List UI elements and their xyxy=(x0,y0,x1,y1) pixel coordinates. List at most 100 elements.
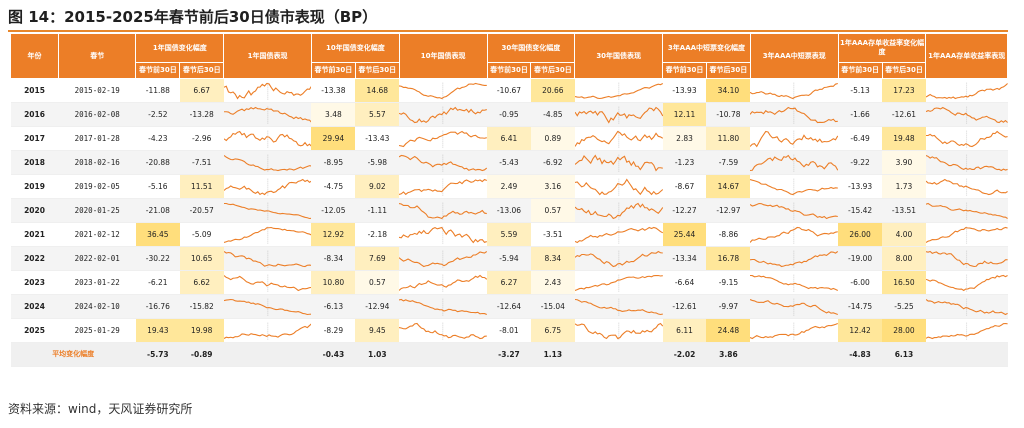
chart-group-header: 3年AAA中短票表现 xyxy=(749,33,839,79)
sparkline-cell xyxy=(750,102,839,127)
yield-sparkline xyxy=(926,130,1008,148)
after-change-cell: 16.50 xyxy=(882,270,926,295)
sparkline-cell xyxy=(223,294,312,319)
after-change-cell: 0.89 xyxy=(530,126,575,151)
before-change-cell: -5.13 xyxy=(838,78,883,103)
before-change-cell: -8.34 xyxy=(311,246,356,271)
sparkline-cell xyxy=(574,174,663,199)
after-change-cell: 24.48 xyxy=(706,318,751,343)
yield-sparkline xyxy=(575,202,663,220)
sparkline-cell xyxy=(750,126,839,151)
festival-date-cell: 2020-01-25 xyxy=(58,198,136,223)
yield-line xyxy=(224,179,312,194)
yield-line xyxy=(224,155,312,170)
yield-sparkline xyxy=(750,130,838,148)
sparkline-cell xyxy=(223,222,312,247)
yield-line xyxy=(399,107,487,122)
table-row: 2021 2021-02-12 36.45 -5.09 12.92 -2.18 5.59 -3… xyxy=(10,222,1008,247)
before-change-cell: -11.88 xyxy=(135,78,180,103)
after-change-cell: -15.04 xyxy=(530,294,575,319)
after-change-cell: 8.34 xyxy=(530,246,575,271)
after-change-cell: 0.57 xyxy=(530,198,575,223)
festival-date-cell: 2015-02-19 xyxy=(58,78,136,103)
sparkline-cell xyxy=(399,198,488,223)
yield-line xyxy=(399,179,487,194)
bond-performance-table: 年份 春节 1年国债变化幅度 1年国债表现 10年国债变化幅度 10年国债表现 30年国债变… xyxy=(9,33,1008,367)
before-change-cell: -13.34 xyxy=(662,246,707,271)
sparkline-cell xyxy=(574,222,663,247)
before-change-cell: -1.23 xyxy=(662,150,707,175)
yield-sparkline xyxy=(926,274,1008,292)
year-cell: 2025 xyxy=(10,318,59,343)
average-chart-blank xyxy=(399,342,488,367)
sparkline-cell xyxy=(925,126,1008,151)
sparkline-cell xyxy=(925,174,1008,199)
change-group-header: 3年AAA中短票变化幅度 xyxy=(662,33,751,63)
table-row: 2025 2025-01-29 19.43 19.98 -8.29 9.45 -8.01 6.… xyxy=(10,318,1008,343)
before-festival-header: 春节前30日 xyxy=(486,62,532,79)
sparkline-cell xyxy=(223,318,312,343)
yield-line xyxy=(926,83,1008,98)
average-after-cell: 6.13 xyxy=(882,342,926,367)
yield-sparkline xyxy=(224,154,312,172)
yield-line xyxy=(224,323,312,338)
yield-sparkline xyxy=(926,298,1008,316)
yield-line xyxy=(399,227,487,242)
yield-line xyxy=(575,227,663,242)
yield-line xyxy=(224,299,312,314)
sparkline-cell xyxy=(925,318,1008,343)
sparkline-cell xyxy=(223,174,312,199)
yield-line xyxy=(926,323,1008,338)
after-change-cell: -7.59 xyxy=(706,150,751,175)
before-change-cell: -0.95 xyxy=(487,102,531,127)
before-change-cell: -15.42 xyxy=(838,198,883,223)
festival-date-cell: 2016-02-08 xyxy=(58,102,136,127)
yield-sparkline xyxy=(399,298,487,316)
yield-line xyxy=(926,227,1008,242)
before-change-cell: 12.11 xyxy=(662,102,707,127)
yield-sparkline xyxy=(575,298,663,316)
yield-sparkline xyxy=(575,130,663,148)
yield-line xyxy=(750,299,838,314)
yield-line xyxy=(575,179,663,194)
change-group-header: 10年国债变化幅度 xyxy=(310,33,400,63)
sparkline-cell xyxy=(399,78,488,103)
yield-line xyxy=(750,227,838,242)
sparkline-cell xyxy=(574,78,663,103)
before-change-cell: -5.43 xyxy=(487,150,531,175)
after-change-cell: 8.00 xyxy=(882,246,926,271)
yield-sparkline xyxy=(399,82,487,100)
after-change-cell: -15.82 xyxy=(179,294,224,319)
before-change-cell: -4.23 xyxy=(135,126,180,151)
sparkline-cell xyxy=(574,294,663,319)
before-change-cell: -6.21 xyxy=(135,270,180,295)
after-change-cell: -5.25 xyxy=(882,294,926,319)
after-change-cell: -12.94 xyxy=(355,294,400,319)
subheader-row: 春节前30日 春节后30日 春节前30日 春节后30日 春节前30日 春节后30日 春节前3… xyxy=(11,62,1008,79)
after-change-cell: 1.73 xyxy=(882,174,926,199)
yield-sparkline xyxy=(750,178,838,196)
before-festival-header: 春节前30日 xyxy=(135,62,181,79)
sparkline-cell xyxy=(223,150,312,175)
page-title: 图 14：2015-2025年春节前后30日债市表现（BP） xyxy=(8,8,378,26)
yield-sparkline xyxy=(926,250,1008,268)
after-change-cell: -1.11 xyxy=(355,198,400,223)
date-column-header: 春节 xyxy=(58,33,137,79)
change-group-header: 1年国债变化幅度 xyxy=(135,33,225,63)
sparkline-cell xyxy=(925,246,1008,271)
average-after-cell: 1.03 xyxy=(355,342,400,367)
after-change-cell: -9.15 xyxy=(706,270,751,295)
year-cell: 2021 xyxy=(10,222,59,247)
table-row: 2020 2020-01-25 -21.08 -20.57 -12.05 -1.11 -13… xyxy=(10,198,1008,223)
before-change-cell: 25.44 xyxy=(662,222,707,247)
before-change-cell: -8.29 xyxy=(311,318,356,343)
before-change-cell: -10.67 xyxy=(487,78,531,103)
after-festival-header: 春节后30日 xyxy=(354,62,400,79)
yield-sparkline xyxy=(399,154,487,172)
yield-line xyxy=(575,251,663,266)
title-rule xyxy=(8,30,1008,32)
after-change-cell: -8.86 xyxy=(706,222,751,247)
before-change-cell: -4.75 xyxy=(311,174,356,199)
yield-line xyxy=(575,203,663,218)
sparkline-cell xyxy=(750,150,839,175)
